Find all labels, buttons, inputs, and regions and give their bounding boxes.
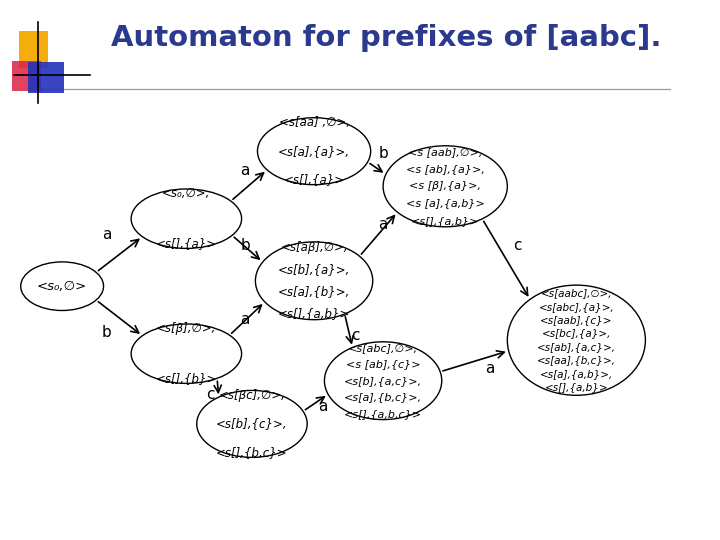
Ellipse shape: [325, 342, 442, 420]
Text: <s[],{b}>: <s[],{b}>: [156, 373, 217, 386]
Ellipse shape: [383, 146, 508, 227]
Text: <s [ab],{a}>,: <s [ab],{a}>,: [406, 164, 485, 174]
Text: a: a: [318, 399, 328, 414]
Text: <s[bc],{a}>,: <s[bc],{a}>,: [541, 328, 611, 339]
Ellipse shape: [508, 285, 645, 395]
Ellipse shape: [131, 324, 242, 383]
Text: <s[],{a}>: <s[],{a}>: [284, 173, 345, 186]
Text: <s[],{b,c}>: <s[],{b,c}>: [216, 446, 288, 459]
Text: <s[b],{c}>,: <s[b],{c}>,: [216, 417, 288, 430]
Text: a: a: [102, 227, 112, 242]
Text: <s[a],{a}>,: <s[a],{a}>,: [278, 145, 350, 158]
Text: <s[abc],∅>,: <s[abc],∅>,: [348, 343, 418, 353]
Ellipse shape: [197, 390, 307, 457]
FancyBboxPatch shape: [19, 31, 48, 68]
Text: <s[a],{b}>,: <s[a],{b}>,: [278, 285, 350, 298]
Text: <s [ab],{c}>: <s [ab],{c}>: [346, 359, 420, 369]
Text: <s[aab],{c}>: <s[aab],{c}>: [540, 315, 613, 325]
Text: c: c: [207, 387, 215, 402]
Text: a: a: [485, 361, 495, 376]
Text: <s [a],{a,b}>: <s [a],{a,b}>: [406, 199, 485, 208]
Ellipse shape: [258, 118, 371, 185]
Text: a: a: [240, 163, 250, 178]
Text: a: a: [240, 312, 250, 327]
Text: <s[aa] ,∅>,: <s[aa] ,∅>,: [279, 116, 350, 129]
Text: <s[],{a,b,c}>: <s[],{a,b,c}>: [344, 409, 422, 419]
Text: c: c: [351, 328, 360, 343]
Text: <s₀,∅>: <s₀,∅>: [37, 280, 87, 293]
Text: <s[],{a,b}>: <s[],{a,b}>: [544, 382, 608, 392]
Text: <s[],{a,b}>: <s[],{a,b}>: [411, 215, 480, 226]
Text: <s₀,∅>,: <s₀,∅>,: [162, 187, 210, 200]
FancyBboxPatch shape: [27, 62, 63, 93]
Text: <s[abc],{a}>,: <s[abc],{a}>,: [539, 302, 614, 312]
Text: <s[aβ],∅>,: <s[aβ],∅>,: [280, 241, 348, 254]
Ellipse shape: [21, 262, 104, 310]
Text: <s[],{a,b}>: <s[],{a,b}>: [278, 307, 350, 320]
Text: <s[aa],{b,c}>,: <s[aa],{b,c}>,: [537, 355, 616, 365]
Text: b: b: [378, 146, 388, 161]
Text: <s[b],{a}>,: <s[b],{a}>,: [278, 264, 350, 276]
Text: Automaton for prefixes of [aabc].: Automaton for prefixes of [aabc].: [112, 24, 662, 52]
Text: c: c: [513, 238, 522, 253]
Text: <s[ab],{a,c}>,: <s[ab],{a,c}>,: [537, 342, 616, 352]
Text: <s [aab],∅>,: <s [aab],∅>,: [408, 147, 482, 157]
Text: <s[a],{b,c}>,: <s[a],{b,c}>,: [344, 392, 422, 402]
Text: <s[β],∅>,: <s[β],∅>,: [156, 322, 217, 335]
Text: a: a: [379, 217, 388, 232]
Text: <s[b],{a,c}>,: <s[b],{a,c}>,: [344, 376, 422, 386]
Ellipse shape: [131, 189, 242, 248]
Text: b: b: [102, 325, 112, 340]
Ellipse shape: [256, 242, 373, 320]
Text: b: b: [240, 238, 250, 253]
Text: <s[],{a}>: <s[],{a}>: [156, 238, 217, 251]
Text: <s [β],{a}>,: <s [β],{a}>,: [409, 181, 481, 191]
FancyBboxPatch shape: [12, 61, 41, 91]
Text: <s[aabc],∅>,: <s[aabc],∅>,: [541, 288, 612, 299]
Text: <s[βc],∅>,: <s[βc],∅>,: [218, 389, 285, 402]
Text: <s[a],{a,b}>,: <s[a],{a,b}>,: [540, 369, 613, 379]
